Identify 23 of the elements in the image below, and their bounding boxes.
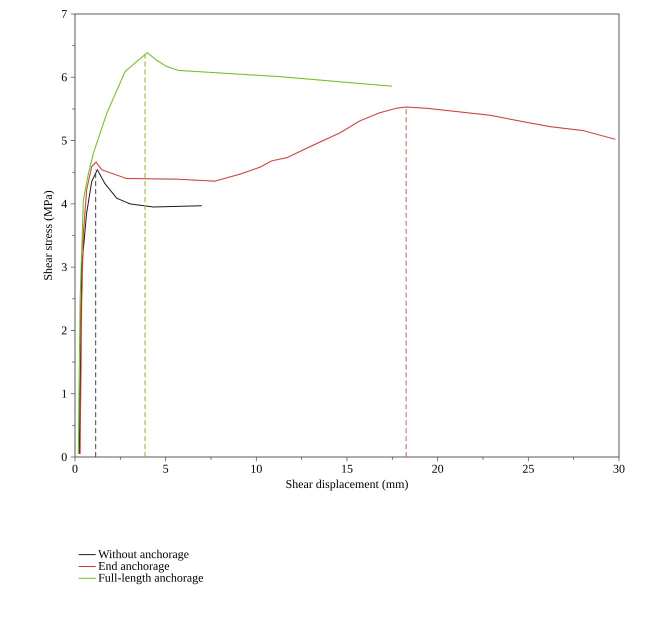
line-series: [80, 106, 616, 454]
y-tick-label: 4: [61, 200, 68, 208]
x-tick-label: 25: [522, 464, 534, 473]
line-series: [78, 169, 202, 454]
y-tick-label: 2: [62, 326, 67, 334]
y-tick-label: 5: [62, 136, 67, 145]
x-axis-title: Shear displacement (mm): [286, 480, 408, 491]
x-tick-label: 30: [614, 464, 625, 473]
y-tick-label: 7: [62, 10, 67, 18]
legend-label: End anchorage: [98, 562, 170, 572]
y-tick-label: 0: [62, 452, 67, 462]
x-tick-label: 15: [342, 464, 353, 473]
x-tick-label: 20: [432, 464, 444, 473]
x-tick-label: 5: [163, 464, 168, 473]
y-tick-label: 3: [62, 263, 67, 272]
line-series: [78, 52, 392, 454]
y-tick-label: 1: [62, 390, 67, 398]
y-axis-title: Shear stress (MPa): [44, 190, 54, 280]
x-tick-label: 10: [251, 464, 262, 473]
x-tick-label: 0: [72, 464, 78, 473]
y-tick-label: 6: [62, 73, 67, 82]
legend-label: Without anchorage: [98, 550, 189, 561]
legend-label: Full-length anchorage: [98, 573, 204, 584]
